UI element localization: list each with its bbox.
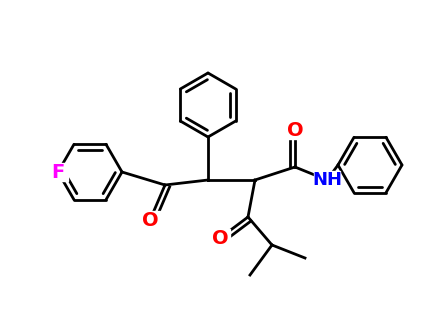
Text: NH: NH (312, 171, 342, 189)
Bar (314, 171, 340, 189)
Bar (48, 163, 68, 181)
Text: O: O (287, 121, 303, 140)
Bar (285, 121, 305, 139)
Bar (140, 211, 160, 229)
Text: F: F (51, 163, 65, 181)
Text: O: O (212, 228, 228, 247)
Bar (210, 229, 230, 247)
Text: O: O (142, 211, 158, 229)
